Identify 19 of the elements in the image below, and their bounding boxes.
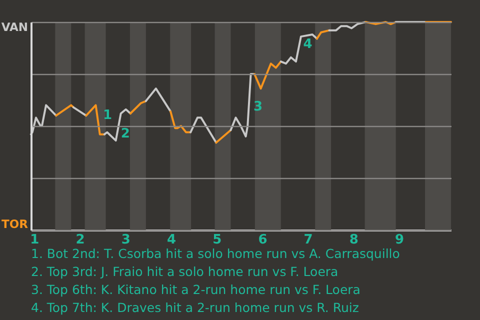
text: VAN: [1, 20, 28, 34]
x-tick-label: 2: [76, 232, 85, 248]
annotation: 2: [120, 126, 130, 142]
text: 2. Top 3rd: J. Fraio hit a solo home run vs F. Loera: [31, 264, 338, 279]
text: TOR: [2, 217, 28, 231]
annotation: 1: [103, 108, 112, 123]
text: 3. Top 6th: K. Kitano hit a 2-run home run vs F. Loera: [31, 282, 360, 297]
x-tick-label: 9: [394, 232, 404, 248]
annotation: 4: [303, 37, 312, 52]
x-tick-label: 3: [121, 232, 130, 248]
text: 1. Bot 2nd: T. Csorba hit a solo home run vs A. Carrasquillo: [31, 246, 400, 261]
text: 4. Top 7th: K. Draves hit a 2-run home run vs R. Ruiz: [31, 300, 360, 315]
x-tick-label: 1: [30, 232, 40, 248]
x-tick-label: 8: [349, 232, 358, 248]
x-tick-label: 4: [166, 232, 176, 248]
x-tick-label: 6: [258, 232, 268, 248]
x-tick-label: 5: [212, 232, 222, 248]
annotation: 3: [254, 100, 263, 115]
x-tick-label: 7: [304, 232, 313, 248]
